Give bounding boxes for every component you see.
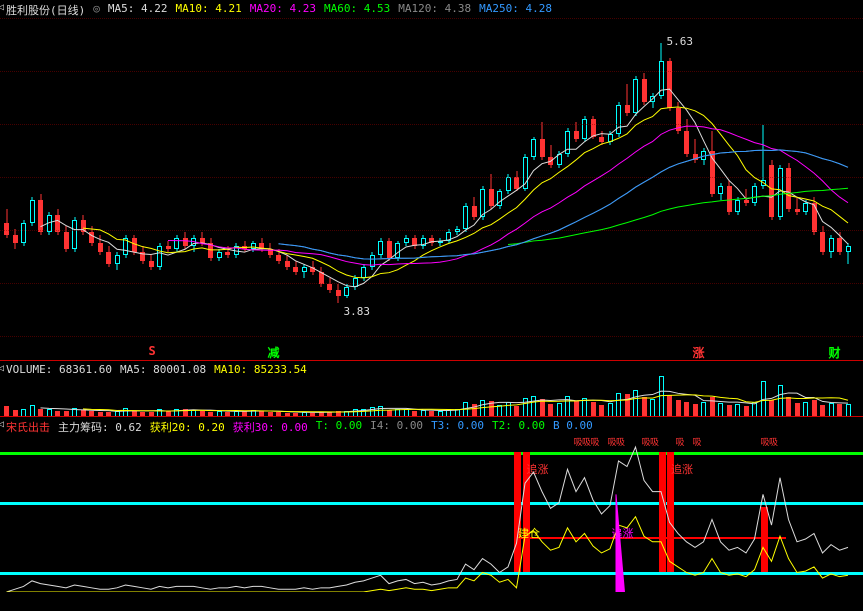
custom-header: 宋氏出击 主力筹码: 0.62 获利20: 0.20 获利30: 0.00 T: 0.…	[0, 417, 599, 437]
indicator-value: I4: 0.00	[370, 419, 423, 435]
high-price-label: 5.63	[667, 35, 694, 48]
ma-indicator: MA60: 4.53	[324, 2, 390, 18]
panel-handle-icon-2: ◎	[93, 2, 100, 18]
volume-ma5: MA5: 80001.08	[120, 363, 206, 376]
custom-lines	[0, 417, 863, 592]
indicator-value: 获利30: 0.00	[233, 419, 308, 435]
indicator-value: T: 0.00	[316, 419, 362, 435]
custom-indicator-panel[interactable]: ◁ 宋氏出击 主力筹码: 0.62获利20: 0.20获利30: 0.00T: …	[0, 417, 863, 611]
volume-ma10: MA10: 85233.54	[214, 363, 307, 376]
ma-indicator: MA20: 4.23	[250, 2, 316, 18]
low-price-label: 3.83	[344, 305, 371, 318]
ma-indicator: MA250: 4.28	[479, 2, 552, 18]
volume-label: VOLUME: 68361.60	[6, 363, 112, 376]
indicator-value: 主力筹码: 0.62	[58, 419, 142, 435]
chart-title: 胜利股份(日线)	[6, 2, 85, 18]
indicator-value: T3: 0.00	[431, 419, 484, 435]
price-ma-header: 胜利股份(日线) ◎ MA5: 4.22 MA10: 4.21 MA20: 4.…	[0, 0, 558, 20]
volume-panel[interactable]: ◁ VOLUME: 68361.60 MA5: 80001.08 MA10: 8…	[0, 361, 863, 416]
indicator-value: 获利20: 0.20	[150, 419, 225, 435]
indicator-value: T2: 0.00	[492, 419, 545, 435]
custom-title: 宋氏出击	[6, 419, 50, 435]
volume-header: VOLUME: 68361.60 MA5: 80001.08 MA10: 852…	[0, 361, 313, 378]
price-ma-lines	[0, 0, 863, 360]
price-chart-panel[interactable]: ◁ 胜利股份(日线) ◎ MA5: 4.22 MA10: 4.21 MA20: …	[0, 0, 863, 360]
indicator-value: B 0.00	[553, 419, 593, 435]
ma-indicator: MA5: 4.22	[108, 2, 168, 18]
ma-indicator: MA120: 4.38	[398, 2, 471, 18]
ma-indicator: MA10: 4.21	[176, 2, 242, 18]
